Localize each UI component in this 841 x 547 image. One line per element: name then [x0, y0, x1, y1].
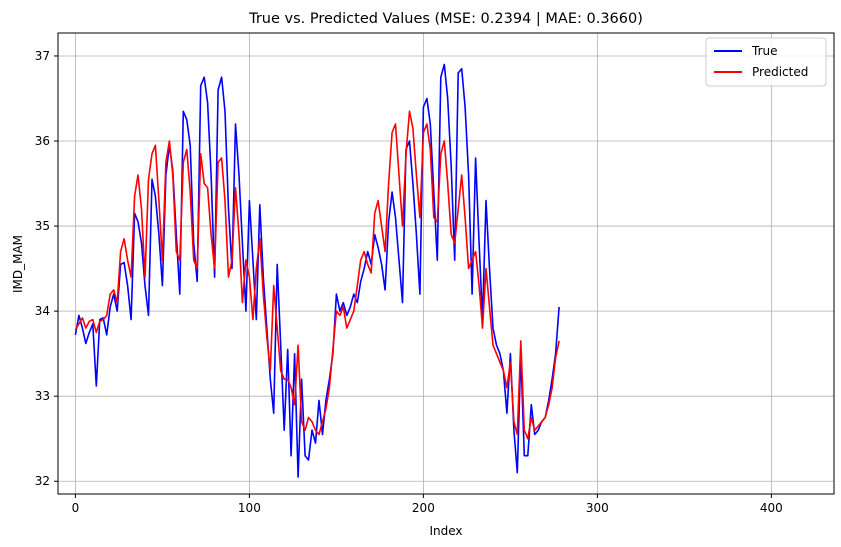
- x-tick-label: 100: [238, 501, 261, 515]
- series-line-predicted: [74, 110, 560, 440]
- y-tick-label: 33: [35, 389, 50, 403]
- y-tick-label: 34: [35, 304, 50, 318]
- x-axis-label: Index: [429, 524, 462, 538]
- series-layer: [74, 63, 560, 478]
- legend-label-true: True: [751, 44, 778, 58]
- x-tick-label: 400: [760, 501, 783, 515]
- x-axis: 0 100 200 300 400: [72, 494, 783, 515]
- y-tick-label: 35: [35, 219, 50, 233]
- series-line-true: [74, 63, 560, 478]
- x-tick-label: 200: [412, 501, 435, 515]
- legend: True Predicted: [705, 37, 827, 87]
- y-axis: 32 33 34 35 36 37: [35, 49, 58, 488]
- chart-title: True vs. Predicted Values (MSE: 0.2394 |…: [248, 11, 643, 27]
- plot-frame: [57, 32, 835, 495]
- legend-label-predicted: Predicted: [752, 65, 808, 79]
- x-tick-label: 0: [72, 501, 80, 515]
- x-tick-label: 300: [586, 501, 609, 515]
- y-tick-label: 37: [35, 49, 50, 63]
- y-tick-label: 32: [35, 474, 50, 488]
- y-tick-label: 36: [35, 134, 50, 148]
- y-axis-label: IMD_MAM: [11, 235, 25, 293]
